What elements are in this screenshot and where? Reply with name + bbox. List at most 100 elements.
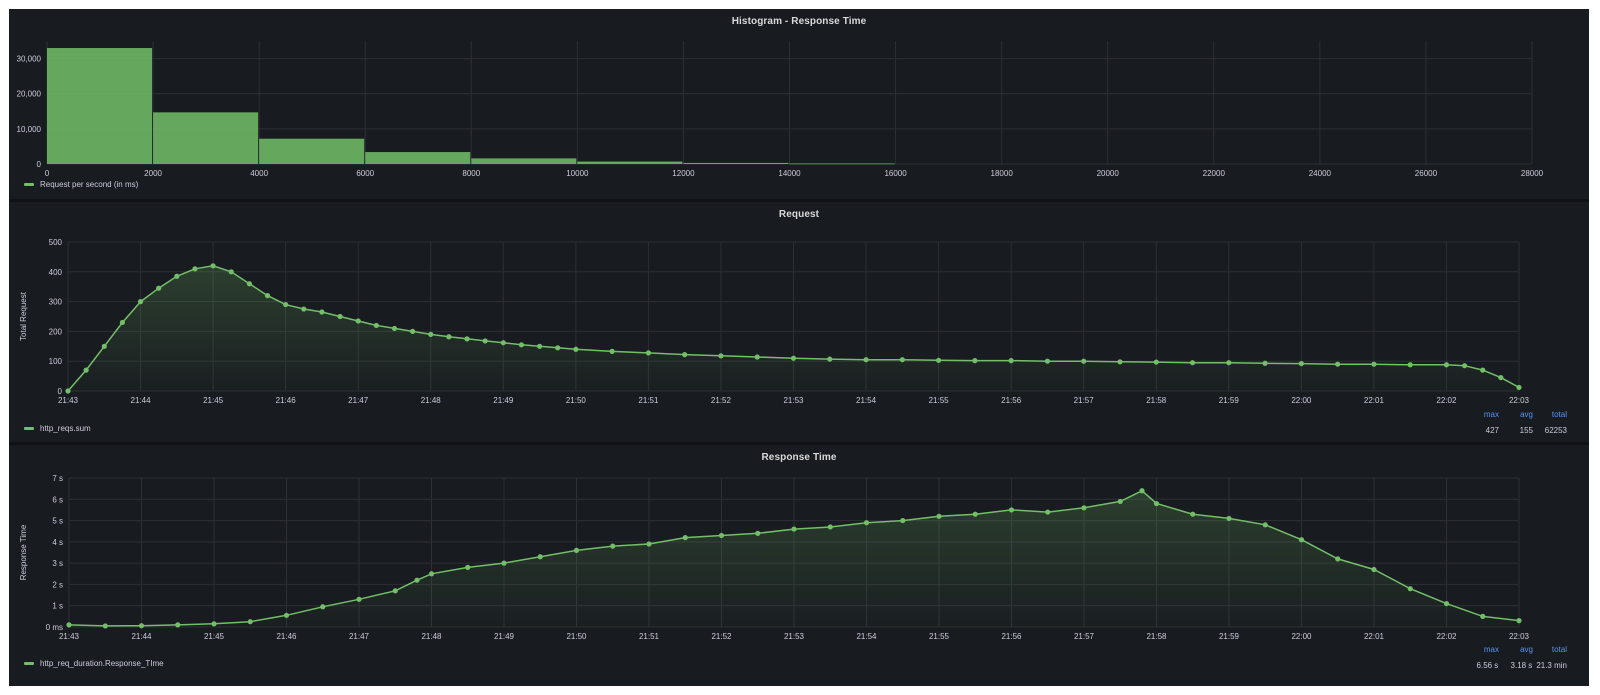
data-point [1189, 360, 1196, 366]
y-tick-label: 0 [58, 387, 63, 396]
x-tick-label: 21:59 [1219, 396, 1240, 405]
x-tick-label: 22:03 [1509, 396, 1530, 405]
data-point [156, 285, 162, 291]
data-point [1516, 618, 1522, 624]
series-swatch [24, 662, 34, 665]
data-point [355, 318, 361, 324]
stat-value-avg: 3.18 s [1510, 661, 1533, 670]
data-point [1516, 384, 1522, 391]
x-tick-label: 21:58 [1146, 396, 1167, 405]
data-point [1117, 498, 1123, 505]
stat-header-total[interactable]: total [1551, 410, 1567, 419]
x-tick-label: 14000 [778, 169, 801, 178]
stat-header-total[interactable]: total [1551, 645, 1567, 654]
series-area [69, 490, 1519, 627]
y-tick-label: 10,000 [17, 125, 42, 134]
legend-label: http_reqs.sum [40, 424, 91, 433]
data-point [246, 281, 252, 287]
data-point [320, 604, 326, 610]
data-point [301, 306, 307, 312]
y-tick-label: 3 s [52, 559, 63, 568]
x-tick-label: 21:51 [638, 396, 659, 405]
x-tick-label: 21:55 [929, 396, 950, 405]
legend-item[interactable]: http_req_duration.Response_TIme [24, 659, 164, 668]
y-tick-label: 2 s [52, 580, 63, 589]
data-point [356, 596, 362, 602]
data-point [1407, 586, 1413, 592]
request-panel: Request 21:43 21:44 21:45 21:46 21:47 21:48 21… [9, 202, 1589, 442]
data-point [1298, 360, 1304, 367]
data-point [392, 588, 398, 594]
x-tick-label: 22:03 [1509, 632, 1530, 641]
data-point [936, 357, 942, 363]
x-tick-label: 21:48 [421, 632, 442, 641]
x-tick-label: 21:58 [1146, 632, 1167, 641]
panel-title[interactable]: Histogram - Response Time [731, 16, 867, 27]
data-point [610, 543, 616, 549]
data-point [501, 560, 507, 566]
data-point [428, 331, 434, 337]
data-point [373, 322, 379, 329]
data-point [863, 520, 870, 526]
data-point [410, 328, 416, 334]
x-tick-label: 21:45 [204, 632, 225, 641]
data-point [682, 535, 688, 541]
x-tick-label: 21:51 [639, 632, 660, 641]
data-point [972, 358, 978, 364]
data-point [319, 309, 325, 315]
stat-header-max[interactable]: max [1483, 645, 1499, 654]
stat-header-max[interactable]: max [1483, 410, 1499, 419]
x-tick-label: 21:52 [711, 632, 732, 641]
stat-value-avg: 155 [1519, 426, 1533, 435]
stat-header-avg[interactable]: avg [1520, 410, 1533, 419]
data-point [1461, 363, 1468, 369]
y-tick-label: 6 s [52, 495, 63, 504]
stat-value-total: 62253 [1544, 426, 1567, 435]
x-tick-label: 21:43 [59, 632, 80, 641]
x-tick-label: 10000 [566, 169, 589, 178]
x-tick-label: 24000 [1309, 169, 1332, 178]
stat-header-avg[interactable]: avg [1520, 645, 1533, 654]
stat-value-total: 21.3 min [1536, 661, 1567, 670]
data-point [337, 313, 343, 320]
data-point [465, 564, 471, 570]
data-point [900, 517, 906, 524]
data-point [518, 342, 525, 348]
x-tick-label: 4000 [250, 169, 268, 178]
series-swatch [24, 427, 34, 430]
data-point [391, 325, 398, 332]
histogram-bar [577, 161, 683, 164]
stat-value-max: 6.56 s [1476, 661, 1499, 670]
data-point [1153, 500, 1160, 507]
data-point [755, 530, 761, 536]
y-tick-label: 0 [37, 160, 42, 169]
data-point [283, 301, 289, 308]
histogram-bar [153, 112, 259, 164]
data-point [137, 299, 144, 305]
histogram-panel: Histogram - Response Time 0 2000 4000 6000 8… [9, 9, 1589, 199]
data-point [247, 619, 253, 625]
y-tick-label: 1 s [52, 602, 63, 611]
data-point [1407, 362, 1413, 368]
histogram-bar [789, 163, 895, 165]
data-point [1262, 360, 1268, 366]
data-point [428, 571, 435, 577]
legend-item[interactable]: Request per second (in ms) [24, 180, 138, 189]
x-tick-label: 6000 [356, 169, 374, 178]
x-tick-label: 22:02 [1436, 632, 1457, 641]
y-tick-label: 7 s [52, 474, 63, 483]
data-point [1226, 515, 1232, 522]
x-tick-label: 28000 [1521, 169, 1544, 178]
legend-item[interactable]: http_reqs.sum [24, 424, 91, 433]
data-point [1045, 509, 1051, 515]
panel-title[interactable]: Request [778, 209, 820, 220]
y-tick-label: 0 ms [46, 623, 63, 632]
histogram-bar [683, 162, 789, 164]
data-point [827, 524, 833, 530]
data-point [175, 622, 181, 628]
x-tick-label: 21:47 [348, 396, 369, 405]
panel-title[interactable]: Response Time [761, 452, 837, 463]
x-tick-label: 21:46 [276, 396, 297, 405]
data-point [1190, 511, 1196, 517]
x-tick-label: 21:49 [493, 396, 514, 405]
